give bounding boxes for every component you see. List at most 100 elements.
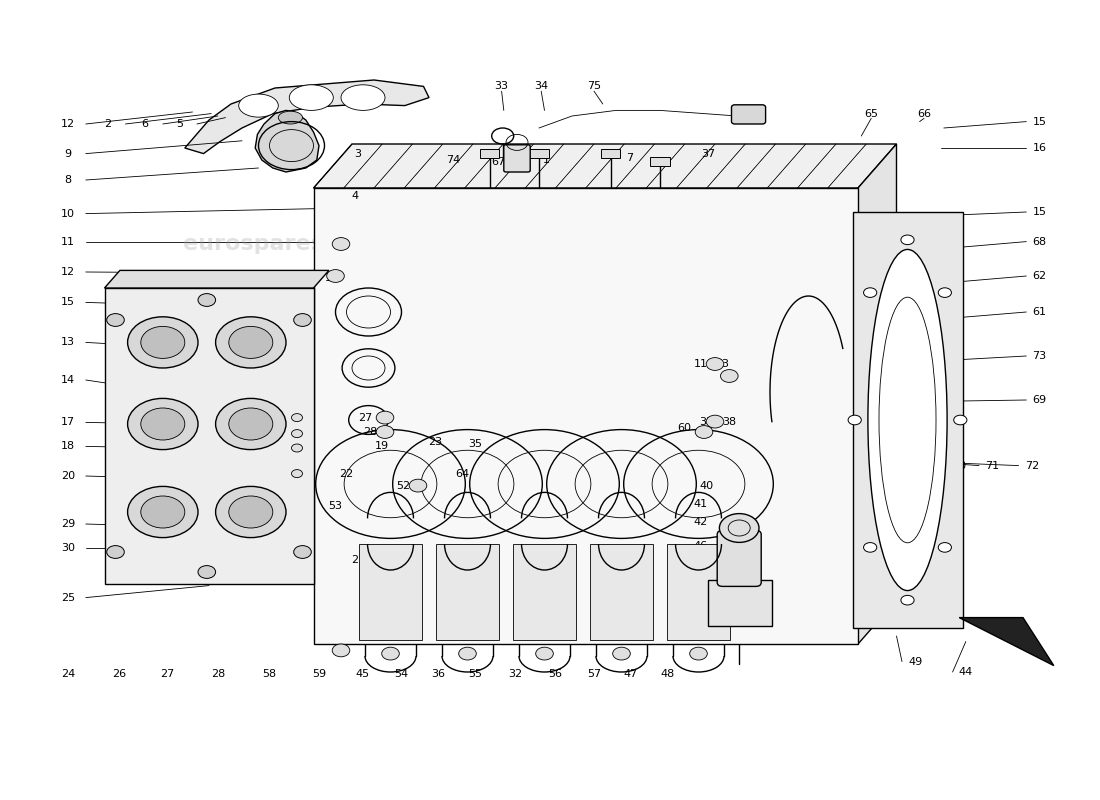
Text: 16: 16 [326, 274, 339, 283]
Polygon shape [104, 288, 314, 584]
Circle shape [229, 496, 273, 528]
Circle shape [901, 595, 914, 605]
Text: 2: 2 [104, 119, 111, 129]
Text: 44: 44 [959, 667, 972, 677]
Text: 71: 71 [986, 461, 999, 470]
Text: 4: 4 [352, 191, 359, 201]
Text: 10: 10 [920, 461, 933, 470]
Polygon shape [959, 618, 1054, 666]
Circle shape [216, 486, 286, 538]
Circle shape [864, 542, 877, 552]
Polygon shape [852, 212, 962, 628]
Text: 41: 41 [694, 499, 707, 509]
Circle shape [706, 415, 724, 428]
Circle shape [292, 414, 302, 422]
Circle shape [327, 270, 344, 282]
Circle shape [128, 317, 198, 368]
Text: 46: 46 [694, 541, 707, 550]
Text: 69: 69 [1033, 395, 1046, 405]
Text: 27: 27 [161, 669, 174, 678]
Text: 33: 33 [495, 82, 508, 91]
Text: 75: 75 [587, 82, 601, 91]
FancyBboxPatch shape [601, 149, 620, 158]
Circle shape [229, 408, 273, 440]
Text: 15: 15 [1033, 207, 1046, 217]
Circle shape [864, 288, 877, 298]
Text: 28: 28 [211, 669, 224, 678]
Circle shape [294, 314, 311, 326]
Text: 57: 57 [587, 669, 601, 678]
Text: 3: 3 [354, 149, 361, 158]
Text: 17: 17 [62, 418, 75, 427]
Text: 8: 8 [65, 175, 72, 185]
Text: 6: 6 [142, 119, 148, 129]
Text: 10: 10 [62, 209, 75, 218]
Circle shape [332, 644, 350, 657]
Text: autospares: autospares [590, 234, 730, 254]
Text: eurospares: eurospares [183, 478, 323, 498]
Text: 9: 9 [65, 149, 72, 158]
Text: 67: 67 [492, 157, 505, 166]
Circle shape [459, 647, 476, 660]
Text: 19: 19 [375, 442, 388, 451]
Text: eurospares: eurospares [183, 234, 323, 254]
Circle shape [706, 358, 724, 370]
Circle shape [292, 470, 302, 478]
Text: 56: 56 [549, 669, 562, 678]
Text: 40: 40 [700, 481, 713, 490]
Polygon shape [858, 144, 896, 644]
Polygon shape [590, 544, 653, 640]
Text: 22: 22 [340, 469, 353, 478]
Polygon shape [667, 544, 730, 640]
Text: 31: 31 [700, 418, 713, 427]
Text: 15: 15 [1033, 117, 1046, 126]
Circle shape [229, 326, 273, 358]
Text: 32: 32 [508, 669, 521, 678]
Polygon shape [314, 188, 858, 644]
Text: 12: 12 [62, 119, 75, 129]
Text: 18: 18 [62, 442, 75, 451]
Ellipse shape [239, 94, 278, 117]
Polygon shape [359, 544, 422, 640]
Text: 23: 23 [429, 437, 442, 446]
Text: 11: 11 [62, 237, 75, 246]
Text: 37: 37 [702, 149, 715, 158]
Polygon shape [314, 144, 896, 188]
Text: 58: 58 [263, 669, 276, 678]
FancyBboxPatch shape [504, 145, 530, 172]
FancyBboxPatch shape [717, 530, 761, 586]
Text: 14: 14 [62, 375, 75, 385]
Text: 62: 62 [1033, 271, 1046, 281]
Text: 43: 43 [920, 610, 933, 619]
Circle shape [141, 326, 185, 358]
Text: 65: 65 [865, 109, 878, 118]
Text: 28: 28 [364, 427, 377, 437]
Circle shape [376, 426, 394, 438]
Circle shape [292, 444, 302, 452]
Circle shape [382, 647, 399, 660]
FancyBboxPatch shape [650, 157, 670, 166]
Text: 42: 42 [694, 517, 707, 526]
Text: 53: 53 [329, 501, 342, 510]
Circle shape [294, 546, 311, 558]
Text: 45: 45 [356, 669, 370, 678]
Circle shape [695, 426, 713, 438]
FancyBboxPatch shape [480, 149, 499, 158]
Text: 55: 55 [469, 669, 482, 678]
Text: 20: 20 [62, 471, 75, 481]
Text: autospares: autospares [590, 478, 730, 498]
Circle shape [141, 496, 185, 528]
Text: 48: 48 [661, 669, 674, 678]
Text: 16: 16 [1033, 143, 1046, 153]
FancyBboxPatch shape [529, 149, 549, 158]
Circle shape [719, 514, 759, 542]
Circle shape [216, 317, 286, 368]
Polygon shape [436, 544, 499, 640]
Circle shape [938, 542, 952, 552]
Text: 36: 36 [431, 669, 444, 678]
Circle shape [107, 546, 124, 558]
Circle shape [409, 479, 427, 492]
Text: 35: 35 [469, 439, 482, 449]
Circle shape [954, 415, 967, 425]
Circle shape [198, 566, 216, 578]
